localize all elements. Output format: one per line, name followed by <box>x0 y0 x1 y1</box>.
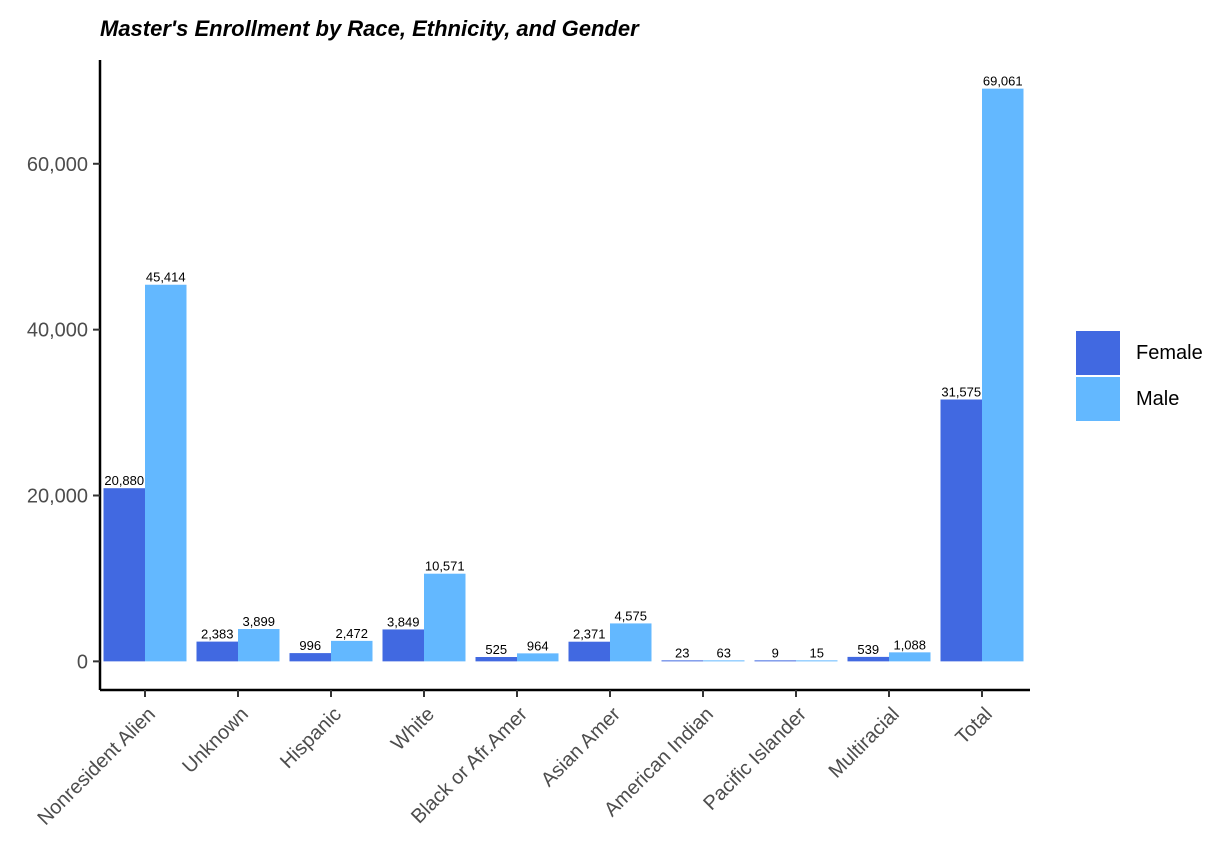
data-label-female: 23 <box>675 645 689 660</box>
y-tick-label: 0 <box>77 651 88 673</box>
bar-female <box>289 653 331 662</box>
x-tick-label: Hispanic <box>276 703 346 773</box>
legend-swatch-female <box>1076 331 1120 375</box>
bars <box>103 88 1024 662</box>
bar-female <box>568 641 610 662</box>
x-tick-label: Asian Amer <box>537 703 625 791</box>
bar-male <box>331 640 373 662</box>
x-tick-label: Unknown <box>178 703 253 778</box>
chart-title: Master's Enrollment by Race, Ethnicity, … <box>100 16 639 41</box>
data-label-female: 31,575 <box>941 385 981 400</box>
bar-male <box>889 652 931 662</box>
data-label-male: 10,571 <box>425 559 465 574</box>
data-label-male: 2,472 <box>335 626 368 641</box>
legend-item-female: Female <box>1076 331 1203 375</box>
data-label-female: 996 <box>299 638 321 653</box>
bar-female <box>754 660 796 662</box>
data-label-female: 20,880 <box>104 473 144 488</box>
data-label-male: 15 <box>810 645 824 660</box>
data-label-female: 3,849 <box>387 614 420 629</box>
bar-male <box>610 623 652 662</box>
bar-male <box>982 88 1024 662</box>
bar-female <box>475 657 517 662</box>
data-labels: 20,880 45,414 2,383 3,899 996 2,472 3,849 10,57… <box>104 74 1022 661</box>
data-label-female: 9 <box>772 645 779 660</box>
bar-female <box>103 488 145 662</box>
y-tick-label: 60,000 <box>27 154 88 176</box>
y-tick-label: 40,000 <box>27 320 88 342</box>
y-tick-label: 20,000 <box>27 486 88 508</box>
legend-label-female: Female <box>1136 341 1203 364</box>
legend: Female Male <box>1076 331 1203 423</box>
data-label-male: 4,575 <box>614 608 647 623</box>
x-tick-label: Multiracial <box>825 703 904 782</box>
bar-male <box>424 573 466 662</box>
bar-male <box>517 653 559 662</box>
bar-female <box>382 629 424 662</box>
data-label-female: 539 <box>857 642 879 657</box>
data-label-male: 69,061 <box>983 74 1023 89</box>
bar-male <box>703 660 745 662</box>
data-label-male: 63 <box>717 645 731 660</box>
x-tick-label: Nonresident Alien <box>33 703 159 829</box>
bar-male <box>796 660 838 662</box>
bar-male <box>145 284 187 662</box>
data-label-male: 45,414 <box>146 270 186 285</box>
x-tick-label: Total <box>951 703 996 748</box>
data-label-male: 3,899 <box>242 614 275 629</box>
data-label-female: 525 <box>485 642 507 657</box>
legend-label-male: Male <box>1136 387 1180 410</box>
legend-swatch-male <box>1076 377 1120 421</box>
legend-item-male: Male <box>1076 377 1203 421</box>
bar-female <box>661 660 703 662</box>
data-label-female: 2,371 <box>573 627 606 642</box>
bar-male <box>238 629 280 662</box>
data-label-male: 1,088 <box>893 637 926 652</box>
x-tick-label: White <box>387 703 439 755</box>
data-label-female: 2,383 <box>201 627 234 642</box>
bar-female <box>196 641 238 662</box>
bar-female <box>847 656 889 662</box>
data-label-male: 964 <box>527 638 549 653</box>
bar-female <box>940 399 982 662</box>
